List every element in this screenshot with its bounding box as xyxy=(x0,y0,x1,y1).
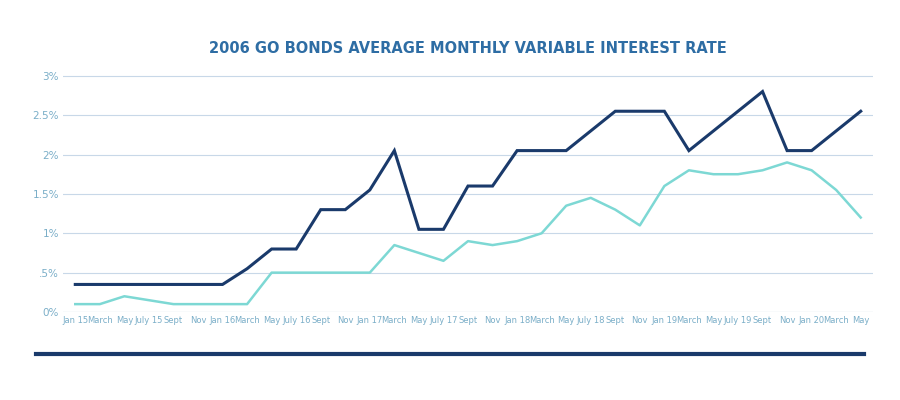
Title: 2006 GO BONDS AVERAGE MONTHLY VARIABLE INTEREST RATE: 2006 GO BONDS AVERAGE MONTHLY VARIABLE I… xyxy=(209,41,727,56)
